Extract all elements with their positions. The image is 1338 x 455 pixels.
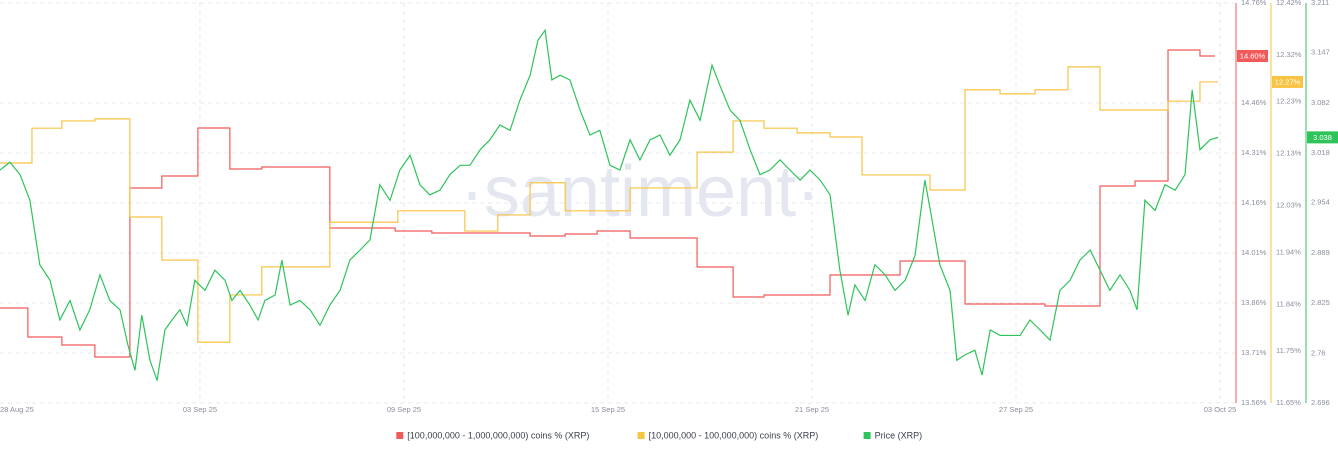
x-tick-label: 03 Sep 25 [183, 405, 217, 414]
y-tick-label: 14.31% [1241, 148, 1267, 157]
y-tick-label: 13.71% [1241, 348, 1267, 357]
last-value-badge [1237, 50, 1268, 62]
y-tick-label: 12.32% [1276, 50, 1302, 59]
y-tick-label: 12.03% [1276, 201, 1302, 210]
series-line [0, 28, 1219, 381]
series-line [0, 49, 1215, 358]
x-tick-label: 21 Sep 25 [795, 405, 829, 414]
legend-label: Price (XRP) [875, 430, 923, 440]
x-tick-label: 27 Sep 25 [999, 405, 1033, 414]
y-tick-label: 12.13% [1276, 149, 1302, 158]
x-tick-label: 09 Sep 25 [387, 405, 421, 414]
y-tick-label: 11.75% [1276, 346, 1301, 355]
x-tick-label: 15 Sep 25 [591, 405, 625, 414]
y-tick-label: 11.94% [1276, 247, 1301, 256]
legend-swatch [637, 432, 645, 439]
legend-swatch [396, 432, 404, 439]
y-tick-label: 12.42% [1276, 0, 1302, 7]
y-tick-label: 3.211 [1311, 0, 1329, 7]
last-value-label: 3.038 [1313, 133, 1332, 142]
y-tick-label: 2.696 [1311, 398, 1330, 407]
legend-swatch [863, 432, 871, 439]
y-tick-label: 2.76 [1311, 348, 1326, 357]
legend-label: [100,000,000 - 1,000,000,000) coins % (X… [407, 430, 589, 440]
last-value-badge [1307, 131, 1338, 144]
last-value-badge [1272, 75, 1303, 88]
y-tick-label: 12.23% [1276, 97, 1302, 106]
last-value-label: 12.27% [1275, 77, 1301, 86]
y-tick-label: 13.56% [1241, 398, 1267, 407]
y-tick-label: 11.84% [1276, 299, 1301, 308]
x-tick-label: 03 Oct 25 [1204, 405, 1237, 414]
y-tick-label: 2.825 [1311, 298, 1330, 307]
series-line [0, 66, 1218, 343]
y-tick-label: 2.889 [1311, 248, 1330, 257]
last-value-label: 14.60% [1240, 51, 1266, 60]
y-tick-label: 14.16% [1241, 198, 1267, 207]
y-tick-label: 13.86% [1241, 298, 1267, 307]
watermark: ·santiment· [460, 152, 820, 232]
y-tick-label: 3.147 [1311, 48, 1330, 57]
y-tick-label: 14.01% [1241, 248, 1267, 257]
y-tick-label: 14.76% [1241, 0, 1267, 7]
y-tick-label: 3.018 [1311, 148, 1330, 157]
y-tick-label: 2.954 [1311, 198, 1330, 207]
y-tick-label: 3.082 [1311, 98, 1330, 107]
x-tick-label: 28 Aug 25 [0, 405, 34, 414]
series-layer [0, 28, 1219, 381]
y-tick-label: 11.65% [1276, 398, 1301, 407]
legend-label: [10,000,000 - 100,000,000) coins % (XRP) [649, 430, 819, 440]
y-tick-label: 14.46% [1241, 98, 1267, 107]
